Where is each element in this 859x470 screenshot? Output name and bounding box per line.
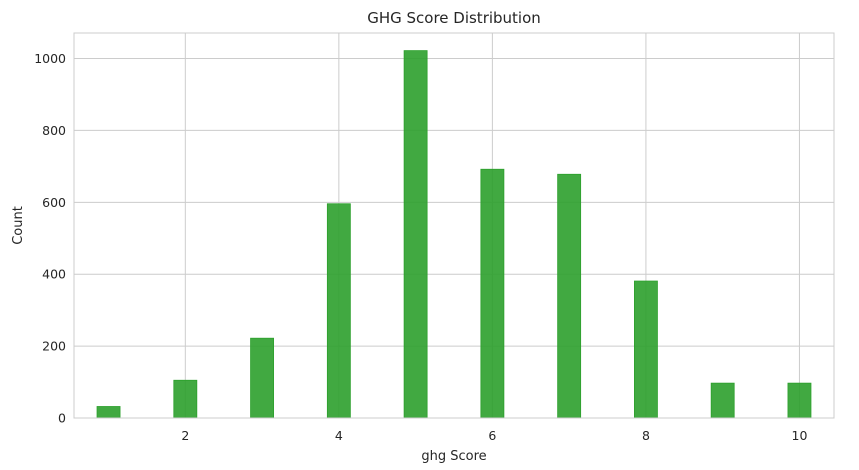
histogram-bar [710, 382, 735, 419]
y-tick-label: 0 [58, 411, 66, 426]
y-tick-label: 800 [42, 123, 66, 138]
y-tick-labels: 0 200 400 600 800 1000 [34, 51, 66, 425]
histogram-bar [250, 337, 274, 419]
x-tick-label: 2 [181, 428, 189, 443]
y-tick-label: 600 [42, 195, 66, 210]
y-axis-label: Count [11, 206, 26, 245]
y-tick-label: 400 [42, 267, 66, 282]
plot-frame [73, 32, 835, 419]
y-tick-label: 200 [42, 339, 66, 354]
histogram-bar [634, 280, 658, 419]
x-tick-label: 4 [335, 428, 343, 443]
histogram-bar [557, 173, 582, 419]
histogram-bar [787, 382, 812, 419]
bars [96, 50, 812, 419]
histogram-bar [173, 379, 198, 419]
x-tick-labels: 2 4 6 8 10 [181, 428, 807, 443]
histogram-bar [96, 406, 121, 419]
histogram-bar [480, 168, 505, 419]
chart-title: GHG Score Distribution [367, 9, 541, 27]
x-tick-label: 10 [792, 428, 808, 443]
y-tick-label: 1000 [34, 51, 66, 66]
histogram-bar [326, 203, 351, 419]
x-tick-label: 6 [488, 428, 496, 443]
histogram-bar [403, 50, 428, 419]
grid-lines [74, 33, 834, 419]
x-tick-label: 8 [642, 428, 650, 443]
x-axis-label: ghg Score [421, 449, 486, 464]
